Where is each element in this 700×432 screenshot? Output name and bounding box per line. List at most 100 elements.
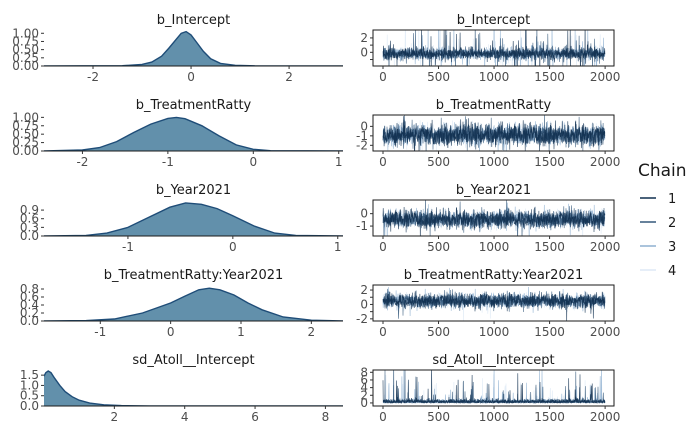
x-tick-label: -1 xyxy=(94,325,106,339)
panel-title: b_TreatmentRatty:Year2021 xyxy=(404,268,584,283)
legend-label: 1 xyxy=(668,192,676,207)
trace-frame xyxy=(372,114,615,152)
trace-frame xyxy=(372,29,615,67)
x-tick-label: 1 xyxy=(335,155,343,169)
x-tick-label: 1000 xyxy=(479,240,510,254)
x-tick-label: 1500 xyxy=(534,240,565,254)
x-tick-label: 500 xyxy=(427,240,450,254)
panel-title: sd_Atoll__Intercept xyxy=(132,353,254,368)
density-panel-3: b_Year2021 -1 0 1 0.00.30.60.9 xyxy=(20,183,343,254)
x-tick-label: 500 xyxy=(427,70,450,84)
x-tick-label: 2 xyxy=(111,410,119,424)
y-tick-label: 0.2 xyxy=(20,306,39,320)
trace-lines xyxy=(382,115,606,151)
x-tick-label: 2000 xyxy=(590,70,621,84)
y-tick-label: 0.00 xyxy=(12,144,39,158)
x-tick-label: 2000 xyxy=(590,240,621,254)
y-tick-label: 0.6 xyxy=(20,290,39,304)
density-curve xyxy=(44,116,343,151)
legend: Chain 1 2 3 4 xyxy=(638,161,687,279)
y-tick-label: 6 xyxy=(360,373,368,387)
y-tick-label: 1.00 xyxy=(12,110,39,124)
x-tick-label: 1000 xyxy=(479,325,510,339)
panel-title: b_TreatmentRatty:Year2021 xyxy=(104,268,284,283)
x-tick-label: 4 xyxy=(181,410,189,424)
density-curve xyxy=(44,370,343,406)
x-tick-label: -2 xyxy=(87,70,99,84)
y-tick-label: -2 xyxy=(356,312,368,326)
x-tick-label: -1 xyxy=(162,155,174,169)
x-tick-label: 1 xyxy=(334,240,342,254)
y-tick-label: 0.25 xyxy=(12,136,39,150)
panel-title: b_Year2021 xyxy=(156,183,231,198)
panel-title: b_TreatmentRatty xyxy=(136,98,252,113)
panel-title: b_TreatmentRatty xyxy=(436,98,552,113)
x-tick-label: 1000 xyxy=(479,70,510,84)
x-tick-label: 1000 xyxy=(479,410,510,424)
density-curve xyxy=(44,30,343,66)
y-tick-label: 2 xyxy=(360,283,368,297)
density-curve xyxy=(44,202,343,236)
trace-chain-1 xyxy=(382,206,606,236)
y-tick-label: 0.8 xyxy=(20,282,39,296)
trace-chain-1 xyxy=(382,30,606,66)
y-tick-label: 0.75 xyxy=(12,34,39,48)
x-tick-label: 6 xyxy=(251,410,259,424)
trace-chain-1 xyxy=(382,370,606,404)
x-tick-label: 500 xyxy=(427,410,450,424)
density-panel-1: b_Intercept -2 0 2 0.000.250.500.751.00 xyxy=(12,13,343,84)
legend-item-2: 2 xyxy=(640,216,676,231)
x-tick-label: 1500 xyxy=(534,70,565,84)
y-tick-label: 0 xyxy=(360,396,368,410)
y-tick-label: 0.75 xyxy=(12,119,39,133)
y-tick-label: 2 xyxy=(360,388,368,402)
trace-lines xyxy=(382,370,606,405)
x-tick-label: 0 xyxy=(379,325,387,339)
y-tick-label: 1.00 xyxy=(12,26,39,40)
trace-chain-1 xyxy=(382,116,606,151)
legend-item-4: 4 xyxy=(640,264,676,279)
x-tick-label: 1500 xyxy=(534,325,565,339)
x-tick-label: 8 xyxy=(322,410,330,424)
density-area xyxy=(44,202,343,236)
trace-frame xyxy=(372,199,615,237)
trace-panel-4: b_TreatmentRatty:Year2021 0 500 1000 1500 200… xyxy=(356,268,620,339)
x-tick-label: -2 xyxy=(76,155,88,169)
density-panel-5: sd_Atoll__Intercept 2 4 6 8 0.00.51.01.5 xyxy=(20,353,343,424)
x-tick-label: 2 xyxy=(308,325,316,339)
x-tick-label: 0 xyxy=(379,410,387,424)
panel-title: b_Intercept xyxy=(157,13,230,28)
y-tick-label: 0.00 xyxy=(12,59,39,73)
y-tick-label: 2 xyxy=(360,31,368,45)
y-tick-label: 8 xyxy=(360,365,368,379)
y-tick-label: 0.0 xyxy=(20,314,39,328)
x-tick-label: 2 xyxy=(285,70,293,84)
x-tick-label: 0 xyxy=(379,240,387,254)
x-tick-label: 1500 xyxy=(534,410,565,424)
x-tick-label: 500 xyxy=(427,155,450,169)
y-tick-label: 0.9 xyxy=(20,203,39,217)
legend-label: 2 xyxy=(668,216,676,231)
y-tick-label: 0 xyxy=(360,119,368,133)
density-area xyxy=(44,371,343,406)
x-tick-label: 2000 xyxy=(590,410,621,424)
legend-title: Chain xyxy=(638,161,687,181)
y-tick-label: 4 xyxy=(360,381,368,395)
x-tick-label: 0 xyxy=(379,70,387,84)
y-tick-label: 0.50 xyxy=(12,127,39,141)
y-tick-label: 0 xyxy=(360,207,368,221)
legend-item-3: 3 xyxy=(640,240,676,255)
y-tick-label: 0.3 xyxy=(20,220,39,234)
density-area xyxy=(44,31,343,66)
density-panel-4: b_TreatmentRatty:Year2021-1 0 1 20.00.20.40… xyxy=(20,268,343,339)
density-area xyxy=(44,117,343,151)
y-tick-label: -1 xyxy=(356,219,368,233)
trace-frame xyxy=(372,284,615,322)
x-tick-label: 2000 xyxy=(590,155,621,169)
y-tick-label: 0 xyxy=(360,297,368,311)
x-tick-label: 1500 xyxy=(534,155,565,169)
x-tick-label: 1000 xyxy=(479,155,510,169)
